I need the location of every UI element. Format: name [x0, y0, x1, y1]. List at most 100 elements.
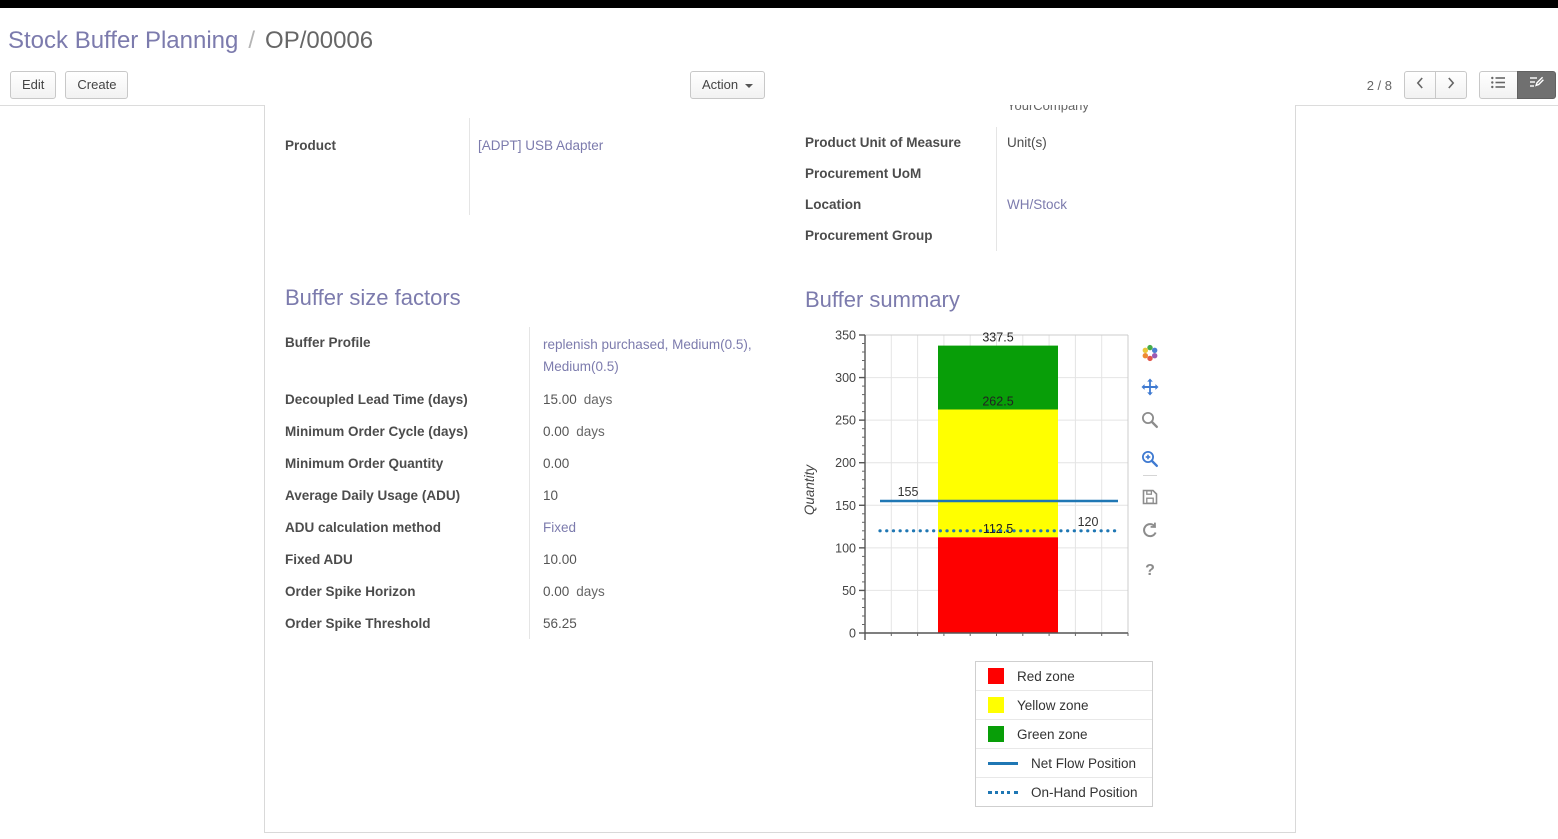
breadcrumb-parent-link[interactable]: Stock Buffer Planning: [8, 27, 239, 54]
svg-text:50: 50: [842, 584, 856, 598]
form-view-button[interactable]: [1517, 71, 1556, 99]
field-label-product: Product: [285, 118, 470, 215]
field-unit: days: [576, 423, 605, 439]
field-label-adu: Average Daily Usage (ADU): [285, 479, 530, 511]
breadcrumb: Stock Buffer Planning / OP/00006: [8, 26, 373, 56]
list-view-button[interactable]: [1479, 71, 1518, 99]
field-row: Minimum Order Cycle (days) 0.00 days: [285, 415, 805, 447]
field-row: Decoupled Lead Time (days) 15.00 days: [285, 383, 805, 415]
field-label-buffer-profile: Buffer Profile: [285, 327, 530, 383]
company-field-partial: YourCompany: [1007, 105, 1089, 113]
create-button[interactable]: Create: [65, 71, 129, 99]
field-value-min-order-qty: 0.00: [543, 455, 570, 471]
field-row: ADU calculation method Fixed: [285, 511, 805, 543]
legend-item: On-Hand Position: [976, 778, 1152, 806]
svg-text:Quantity: Quantity: [802, 464, 817, 516]
breadcrumb-current: OP/00006: [265, 27, 374, 54]
box-zoom-icon[interactable]: [1140, 410, 1160, 430]
buffer-summary-chart[interactable]: 0 50 100 150 200 250 300 350 155 120 337.5 262.5 112…: [800, 325, 1172, 675]
adu-method-value-link[interactable]: Fixed: [543, 519, 577, 535]
action-dropdown-button[interactable]: Action: [690, 71, 766, 99]
edit-button[interactable]: Edit: [10, 71, 57, 99]
field-row: Fixed ADU 10.00: [285, 543, 805, 575]
field-label-spike-threshold: Order Spike Threshold: [285, 607, 530, 639]
action-area: Action: [690, 71, 766, 99]
help-icon[interactable]: ?: [1140, 559, 1160, 579]
legend-color-swatch: [988, 697, 1004, 713]
svg-text:100: 100: [835, 541, 856, 555]
field-row: Order Spike Threshold 56.25: [285, 607, 805, 639]
legend-color-swatch: [988, 726, 1004, 742]
field-row: Buffer Profile replenish purchased, Medi…: [285, 327, 805, 383]
svg-text:337.5: 337.5: [982, 331, 1013, 345]
field-label-uom: Product Unit of Measure: [805, 127, 997, 158]
svg-text:155: 155: [898, 485, 919, 499]
pan-icon[interactable]: [1140, 377, 1160, 397]
svg-text:150: 150: [835, 499, 856, 513]
breadcrumb-separator: /: [248, 27, 256, 54]
legend-label: Net Flow Position: [1031, 755, 1137, 771]
legend-item: Yellow zone: [976, 691, 1152, 720]
breadcrumb-header: Stock Buffer Planning / OP/00006: [0, 8, 1558, 66]
buffer-profile-value-link[interactable]: replenish purchased, Medium(0.5), Medium…: [543, 337, 752, 374]
save-icon[interactable]: [1140, 487, 1160, 507]
field-value-fixed-adu: 10.00: [543, 551, 577, 567]
field-row: Order Spike Horizon 0.00 days: [285, 575, 805, 607]
legend-label: Yellow zone: [1017, 697, 1089, 713]
chevron-left-icon: [1416, 76, 1424, 94]
top-menu-bar: [0, 0, 1558, 8]
svg-text:262.5: 262.5: [982, 395, 1013, 409]
control-panel: Edit Create Action 2 / 8: [0, 66, 1558, 106]
svg-text:200: 200: [835, 456, 856, 470]
field-row: Procurement Group: [805, 220, 1267, 251]
legend-item: Net Flow Position: [976, 749, 1152, 778]
svg-text:?: ?: [1145, 562, 1155, 579]
buffer-chart-plot[interactable]: 0 50 100 150 200 250 300 350 155 120 337.5 262.5 112…: [800, 325, 1135, 657]
field-value-min-order-cycle: 0.00: [543, 423, 570, 439]
field-value-adu: 10: [543, 487, 559, 503]
field-row: Procurement UoM: [805, 158, 1267, 189]
field-row: Average Daily Usage (ADU) 10: [285, 479, 805, 511]
field-value-spike-threshold: 56.25: [543, 615, 577, 631]
product-value-link[interactable]: [ADPT] USB Adapter: [478, 138, 604, 153]
view-switcher: [1479, 71, 1556, 99]
pager-buttons: [1404, 71, 1467, 99]
field-unit: days: [583, 391, 613, 407]
field-value-procurement-uom: [997, 158, 1007, 189]
list-view-icon: [1491, 76, 1506, 94]
action-label: Action: [702, 77, 739, 92]
svg-text:250: 250: [835, 414, 856, 428]
bokeh-logo-icon: [1140, 343, 1160, 363]
svg-text:112.5: 112.5: [983, 522, 1013, 536]
location-value-link[interactable]: WH/Stock: [1007, 197, 1068, 212]
toolbar-separator: [1143, 475, 1157, 476]
record-buttons: Edit Create: [10, 71, 129, 99]
field-label-adu-method: ADU calculation method: [285, 511, 530, 543]
field-value-procurement-group: [997, 220, 1007, 251]
field-label-fixed-adu: Fixed ADU: [285, 543, 530, 575]
pager-previous-button[interactable]: [1404, 71, 1436, 99]
chart-toolbar: ?: [1137, 325, 1163, 587]
pager-next-button[interactable]: [1435, 71, 1467, 99]
legend-item: Red zone: [976, 662, 1152, 691]
chart-legend: Red zone Yellow zone Green zone Net Flow Po…: [975, 661, 1153, 807]
legend-label: Green zone: [1017, 726, 1088, 742]
legend-color-swatch: [988, 668, 1004, 684]
legend-item: Green zone: [976, 720, 1152, 749]
svg-text:350: 350: [835, 329, 856, 343]
field-label-procurement-uom: Procurement UoM: [805, 158, 997, 189]
wheel-zoom-icon[interactable]: [1140, 449, 1160, 469]
reset-icon[interactable]: [1140, 521, 1160, 541]
form-view-icon: [1529, 76, 1544, 94]
svg-text:300: 300: [835, 371, 856, 385]
field-row: Location WH/Stock: [805, 189, 1267, 220]
measure-field-group: Product Unit of Measure Unit(s) Procurem…: [805, 118, 1267, 251]
pager-and-views: 2 / 8: [1367, 71, 1556, 99]
field-label-location: Location: [805, 189, 997, 220]
product-field-group: Product [ADPT] USB Adapter: [285, 118, 765, 215]
pager-counter: 2 / 8: [1366, 77, 1392, 93]
legend-line-swatch: [988, 761, 1018, 765]
field-unit: days: [576, 583, 605, 599]
field-label-procurement-group: Procurement Group: [805, 220, 997, 251]
